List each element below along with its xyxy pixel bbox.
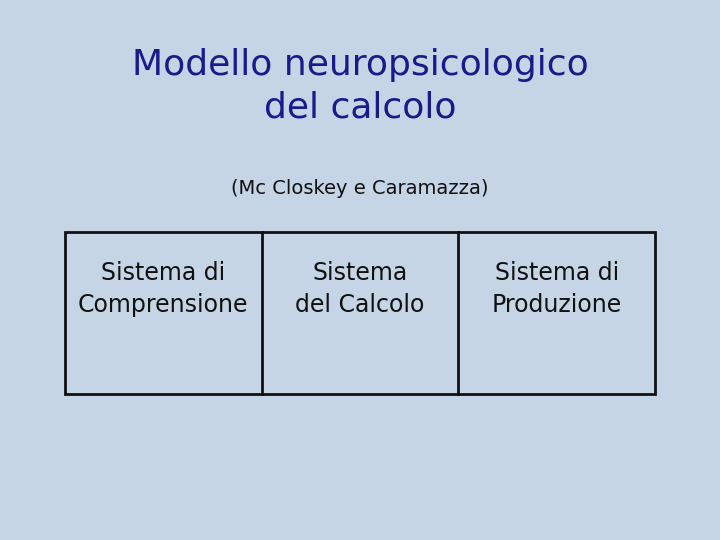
Text: (Mc Closkey e Caramazza): (Mc Closkey e Caramazza) bbox=[231, 179, 489, 199]
Text: Modello neuropsicologico
del calcolo: Modello neuropsicologico del calcolo bbox=[132, 49, 588, 124]
Text: Sistema di
Produzione: Sistema di Produzione bbox=[492, 261, 622, 316]
Bar bbox=[65, 232, 655, 394]
Text: Sistema
del Calcolo: Sistema del Calcolo bbox=[295, 261, 425, 316]
Text: Sistema di
Comprensione: Sistema di Comprensione bbox=[78, 261, 248, 316]
